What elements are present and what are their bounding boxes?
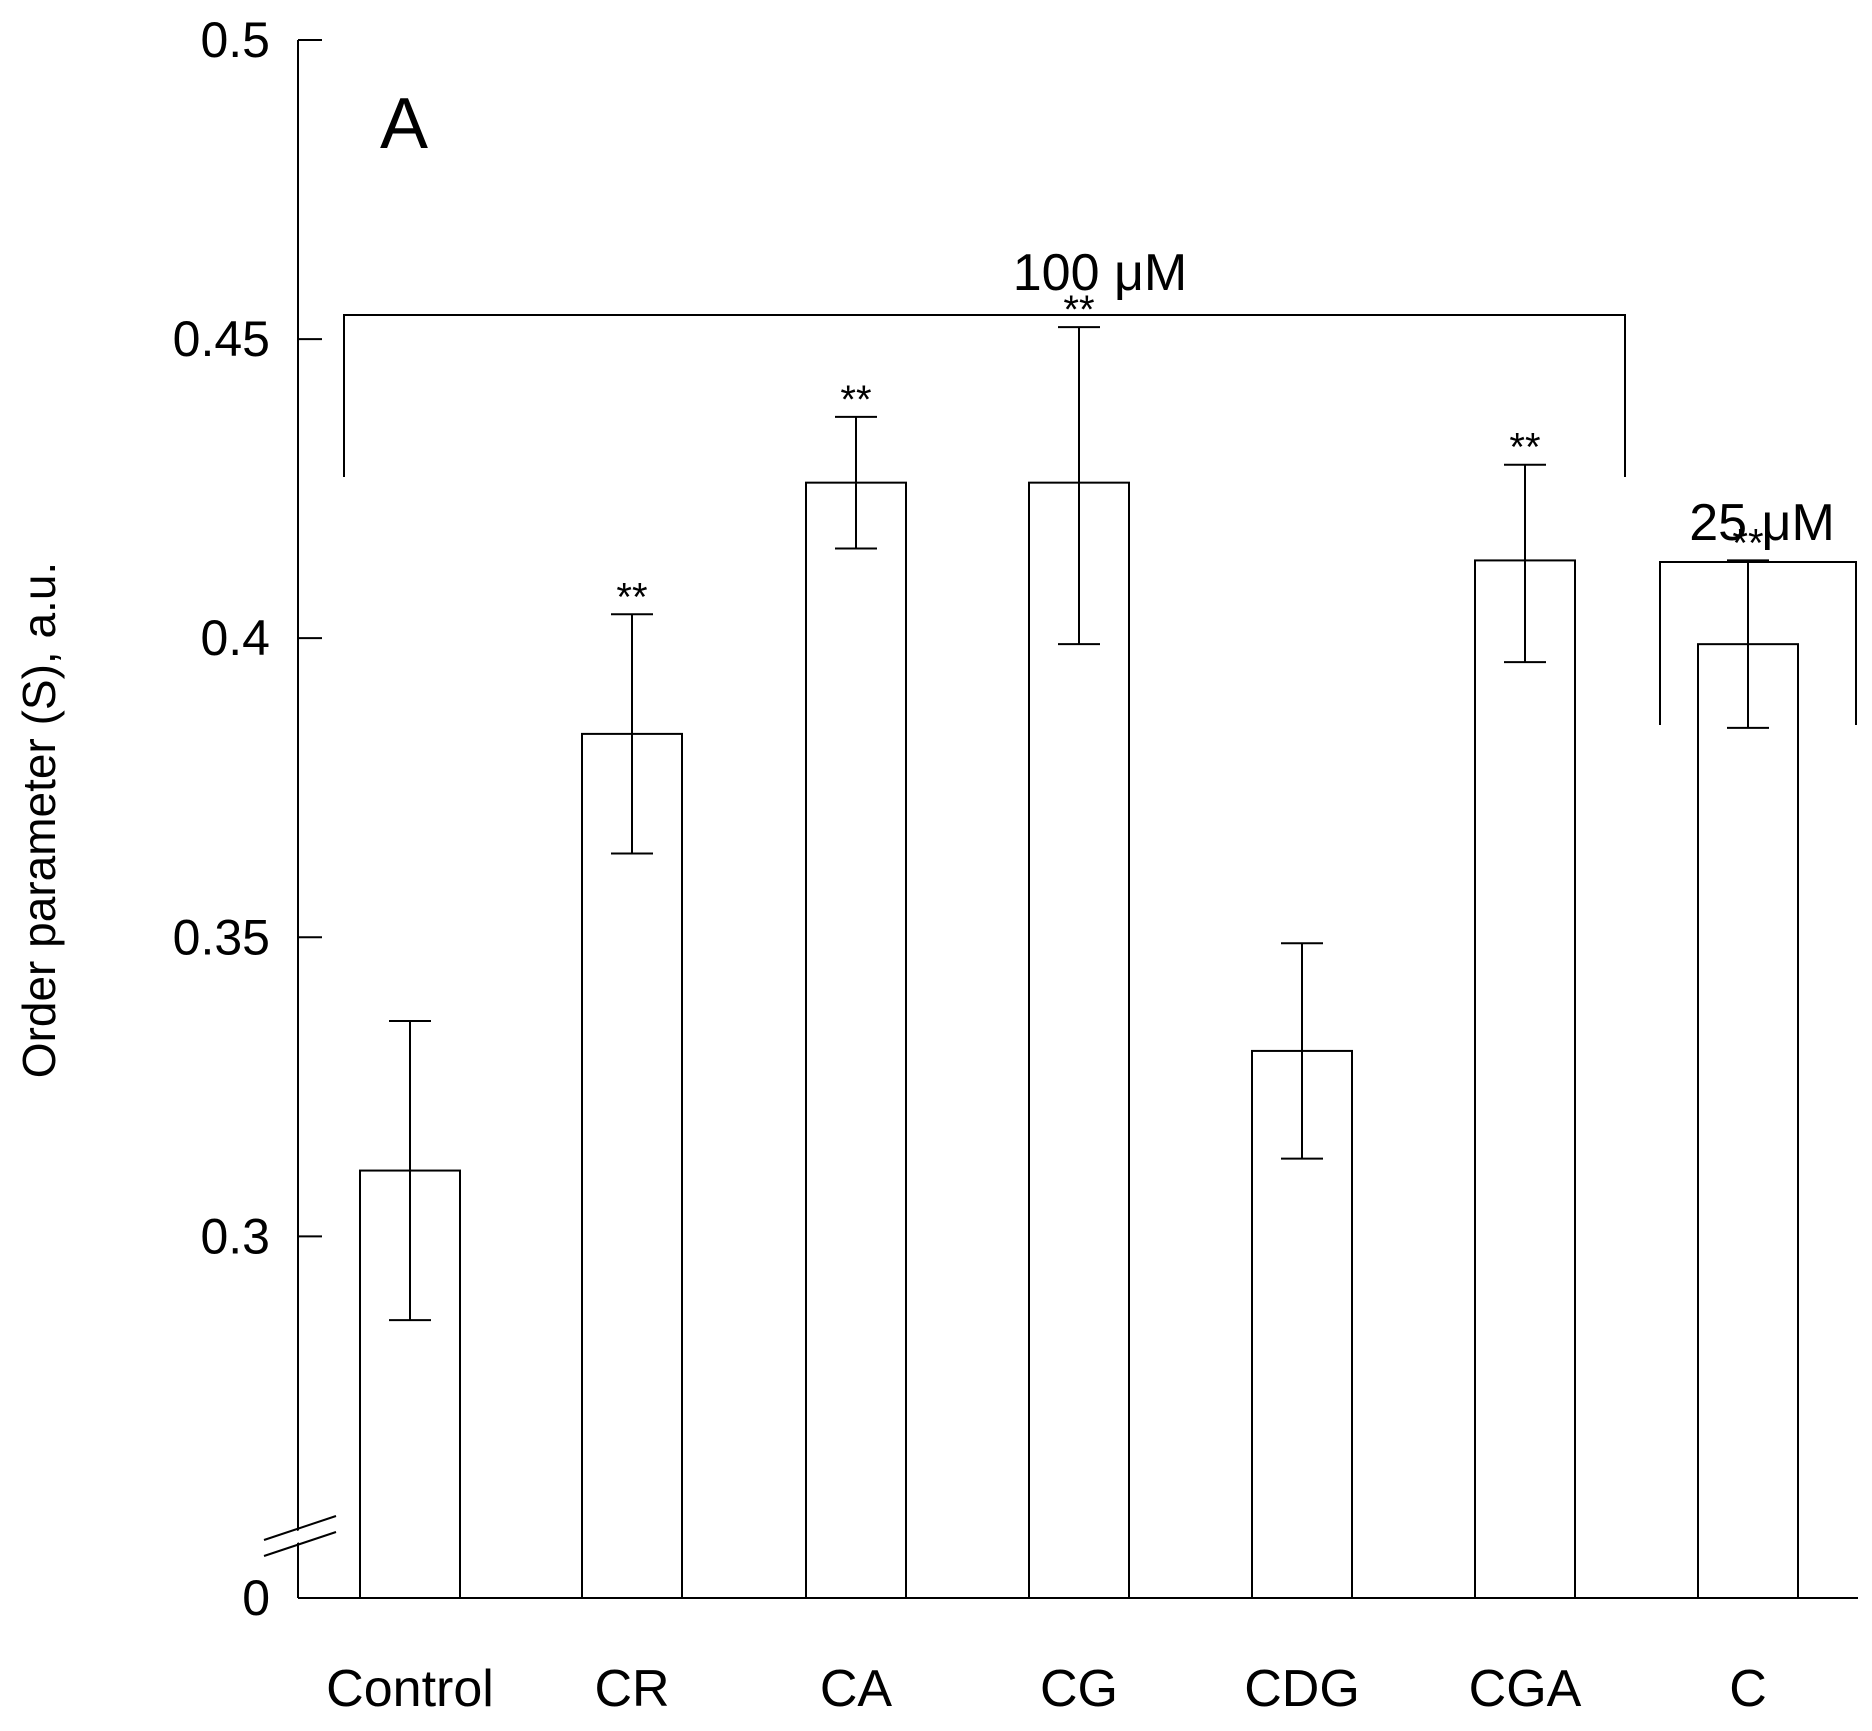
error-bars bbox=[389, 326, 1769, 1322]
x-tick-label: CA bbox=[820, 1660, 893, 1718]
axis-break-mark bbox=[263, 1531, 337, 1557]
x-tick-label: CDG bbox=[1244, 1660, 1360, 1718]
axes: 0 0.3 0.35 0.4 0.45 0.5 bbox=[173, 12, 1858, 1626]
axis-break-gap bbox=[264, 1518, 336, 1554]
bars bbox=[359, 481, 1799, 1599]
significance-marker: ** bbox=[1732, 521, 1763, 565]
significance-marker: ** bbox=[1509, 426, 1540, 470]
significance-marker: ** bbox=[616, 575, 647, 619]
y-tick-label: 0.4 bbox=[200, 610, 270, 666]
y-tick-label: 0.3 bbox=[200, 1208, 270, 1264]
axis-labels: A Order parameter (S), a.u. Control CR CA C… bbox=[13, 84, 1767, 1718]
bar bbox=[1028, 481, 1130, 1599]
x-tick-label: CR bbox=[594, 1660, 669, 1718]
x-tick-label: CGA bbox=[1469, 1660, 1582, 1718]
y-tick-label: 0 bbox=[242, 1570, 270, 1626]
bracket-100um bbox=[343, 314, 1626, 477]
significance-marker: ** bbox=[840, 378, 871, 422]
y-axis-title: Order parameter (S), a.u. bbox=[13, 562, 65, 1078]
bar bbox=[1697, 643, 1799, 1599]
bar bbox=[1474, 559, 1576, 1599]
x-tick-label: Control bbox=[326, 1660, 494, 1718]
bracket-label-100um: 100 μM bbox=[1013, 244, 1187, 302]
axis-break-mark bbox=[263, 1515, 337, 1541]
bar bbox=[805, 481, 907, 1599]
y-tick-label: 0.45 bbox=[173, 311, 270, 367]
x-tick-label: CG bbox=[1040, 1660, 1118, 1718]
bracket-25um bbox=[1659, 561, 1857, 725]
bracket-label-25um: 25 μM bbox=[1689, 494, 1835, 552]
y-tick-label: 0.35 bbox=[173, 909, 270, 965]
group-brackets: 100 μM 25 μM bbox=[343, 244, 1857, 725]
x-tick-label: C bbox=[1729, 1660, 1767, 1718]
y-tick-label: 0.5 bbox=[200, 12, 270, 68]
significance-marker: ** bbox=[1063, 288, 1094, 332]
significance-markers: ** ** ** ** ** bbox=[616, 288, 1763, 619]
panel-label: A bbox=[380, 84, 428, 164]
bar bbox=[581, 732, 683, 1599]
